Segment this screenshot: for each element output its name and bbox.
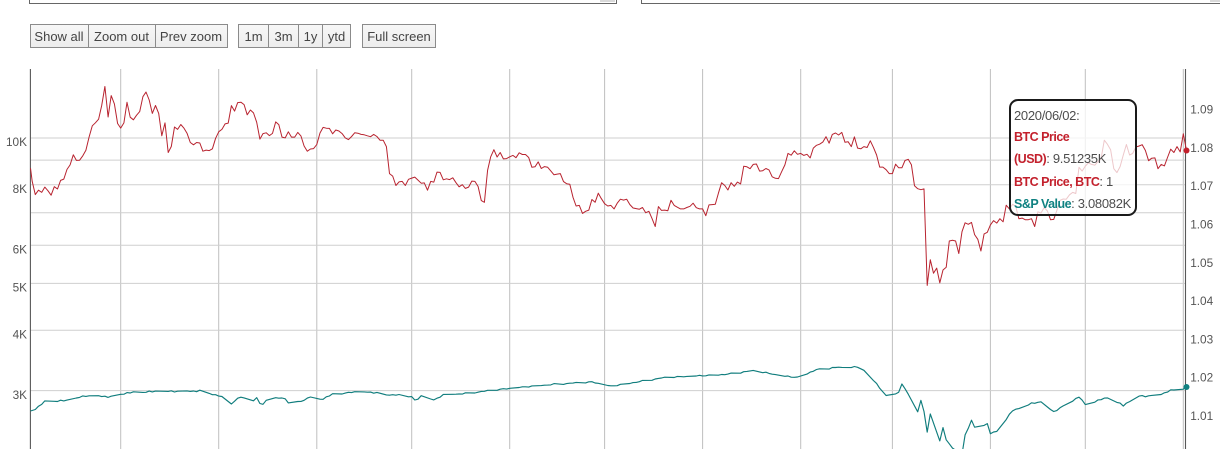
svg-text:8K: 8K <box>13 182 28 196</box>
svg-text:3K: 3K <box>13 388 28 402</box>
svg-text:1.09: 1.09 <box>1190 103 1213 117</box>
svg-text:1.07: 1.07 <box>1190 179 1213 193</box>
svg-text:1.04: 1.04 <box>1190 294 1213 308</box>
svg-text:1.03: 1.03 <box>1190 332 1213 346</box>
svg-text:5K: 5K <box>13 281 28 295</box>
svg-text:1.06: 1.06 <box>1190 218 1213 232</box>
svg-text:1.08: 1.08 <box>1190 141 1213 155</box>
svg-text:1.01: 1.01 <box>1190 409 1213 423</box>
svg-text:6K: 6K <box>13 242 28 256</box>
svg-text:10K: 10K <box>6 135 27 149</box>
svg-text:1.05: 1.05 <box>1190 256 1213 270</box>
svg-text:4K: 4K <box>13 327 28 341</box>
svg-text:1.02: 1.02 <box>1190 371 1213 385</box>
